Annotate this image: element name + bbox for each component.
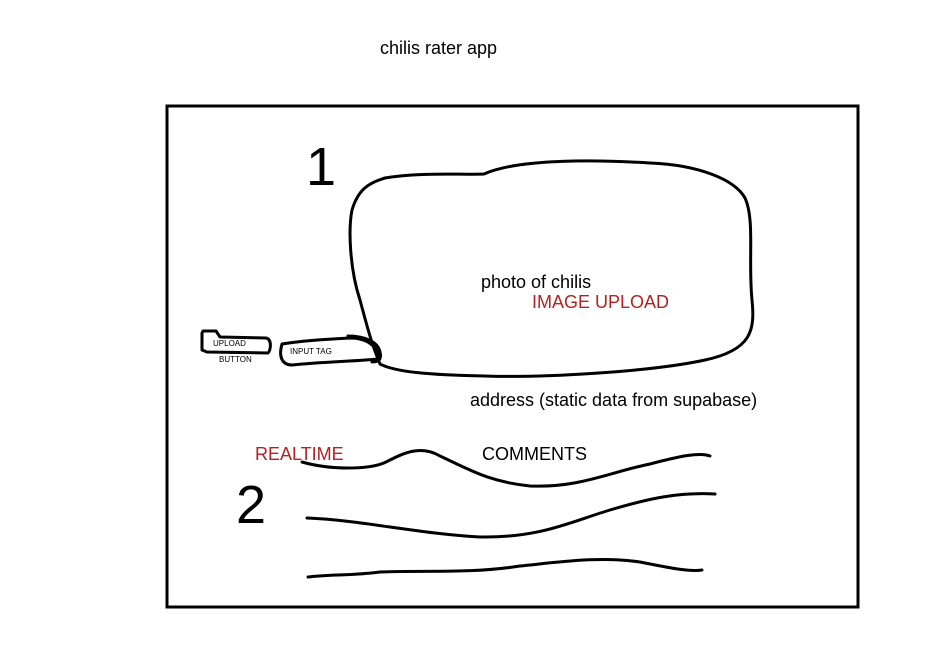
input-tag-shape	[279, 336, 380, 367]
upload-button-shape	[200, 329, 272, 355]
comment-line-3	[306, 557, 704, 579]
photo-blob	[348, 159, 755, 378]
input-tag-label: INPUT TAG	[290, 347, 332, 356]
page-title: chilis rater app	[380, 38, 498, 58]
image-upload-label: IMAGE UPLOAD	[532, 292, 670, 312]
section-number-2: 2	[236, 475, 267, 535]
app-frame	[165, 104, 860, 609]
input-to-photo-connector	[346, 334, 382, 364]
comment-line-2	[305, 492, 717, 539]
comment-line-1	[300, 449, 712, 488]
realtime-label: REALTIME	[255, 444, 344, 464]
section-number-1: 1	[306, 137, 337, 197]
upload-button-label-line2: BUTTON	[219, 355, 252, 364]
upload-button-label-line1: UPLOAD	[213, 339, 246, 348]
address-label: address (static data from supabase)	[470, 390, 758, 410]
comments-label: COMMENTS	[482, 444, 587, 464]
photo-label: photo of chilis	[481, 272, 592, 292]
